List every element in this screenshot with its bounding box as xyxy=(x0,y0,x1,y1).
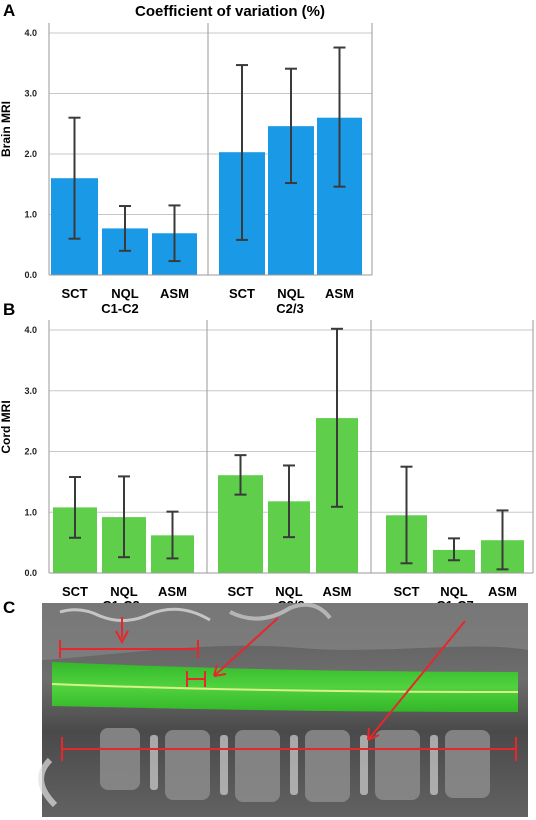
x-category-label: SCT xyxy=(62,286,88,301)
y-tick-label: 4.0 xyxy=(24,325,37,335)
x-category-label: SCT xyxy=(229,286,255,301)
y-axis-label: Cord MRI xyxy=(0,400,13,453)
cord-centerline xyxy=(51,683,519,693)
posterior-structure xyxy=(59,607,211,622)
x-category-label: ASM xyxy=(158,584,187,599)
mri-image-panel xyxy=(38,602,528,817)
facet-group-label: C1-C2 xyxy=(101,301,139,316)
x-category-label: SCT xyxy=(394,584,420,599)
x-category-label: ASM xyxy=(323,584,352,599)
y-tick-label: 1.0 xyxy=(24,210,37,220)
x-category-label: ASM xyxy=(488,584,517,599)
y-tick-label: 3.0 xyxy=(24,89,37,99)
panel-label-a: A xyxy=(3,1,15,20)
y-tick-label: 3.0 xyxy=(24,386,37,396)
x-category-label: NQL xyxy=(111,286,139,301)
posterior-tissue xyxy=(42,603,528,660)
y-axis-label: Brain MRI xyxy=(0,101,13,157)
x-category-label: NQL xyxy=(277,286,305,301)
y-tick-label: 2.0 xyxy=(24,447,37,457)
facet-group-label: C2/3 xyxy=(276,301,303,316)
x-category-label: NQL xyxy=(110,584,138,599)
y-tick-label: 1.0 xyxy=(24,507,37,517)
dens xyxy=(38,757,58,808)
annotations xyxy=(59,617,517,761)
x-category-label: NQL xyxy=(440,584,468,599)
chart-panel-a: Brain MRI 0.0 1.0 2.0 3.0 4.0 SCT NQL ASM C1-C2 SC… xyxy=(0,23,373,316)
chart-panel-b: Cord MRI0.01.02.03.04.0SCTNQLASMC1-C2SCT… xyxy=(0,320,534,613)
x-category-label: ASM xyxy=(325,286,354,301)
panel-label-b: B xyxy=(3,300,15,319)
posterior-structure xyxy=(229,602,332,621)
x-category-label: SCT xyxy=(62,584,88,599)
x-category-label: SCT xyxy=(228,584,254,599)
y-tick-label: 2.0 xyxy=(24,149,37,159)
x-category-label: NQL xyxy=(275,584,303,599)
figure-title: Coefficient of variation (%) xyxy=(135,3,325,20)
y-tick-label: 0.0 xyxy=(24,270,37,280)
bar xyxy=(433,549,475,573)
y-tick-label: 0.0 xyxy=(24,568,37,578)
y-tick-label: 4.0 xyxy=(24,28,37,38)
x-category-label: ASM xyxy=(160,286,189,301)
panel-label-c: C xyxy=(3,598,15,617)
